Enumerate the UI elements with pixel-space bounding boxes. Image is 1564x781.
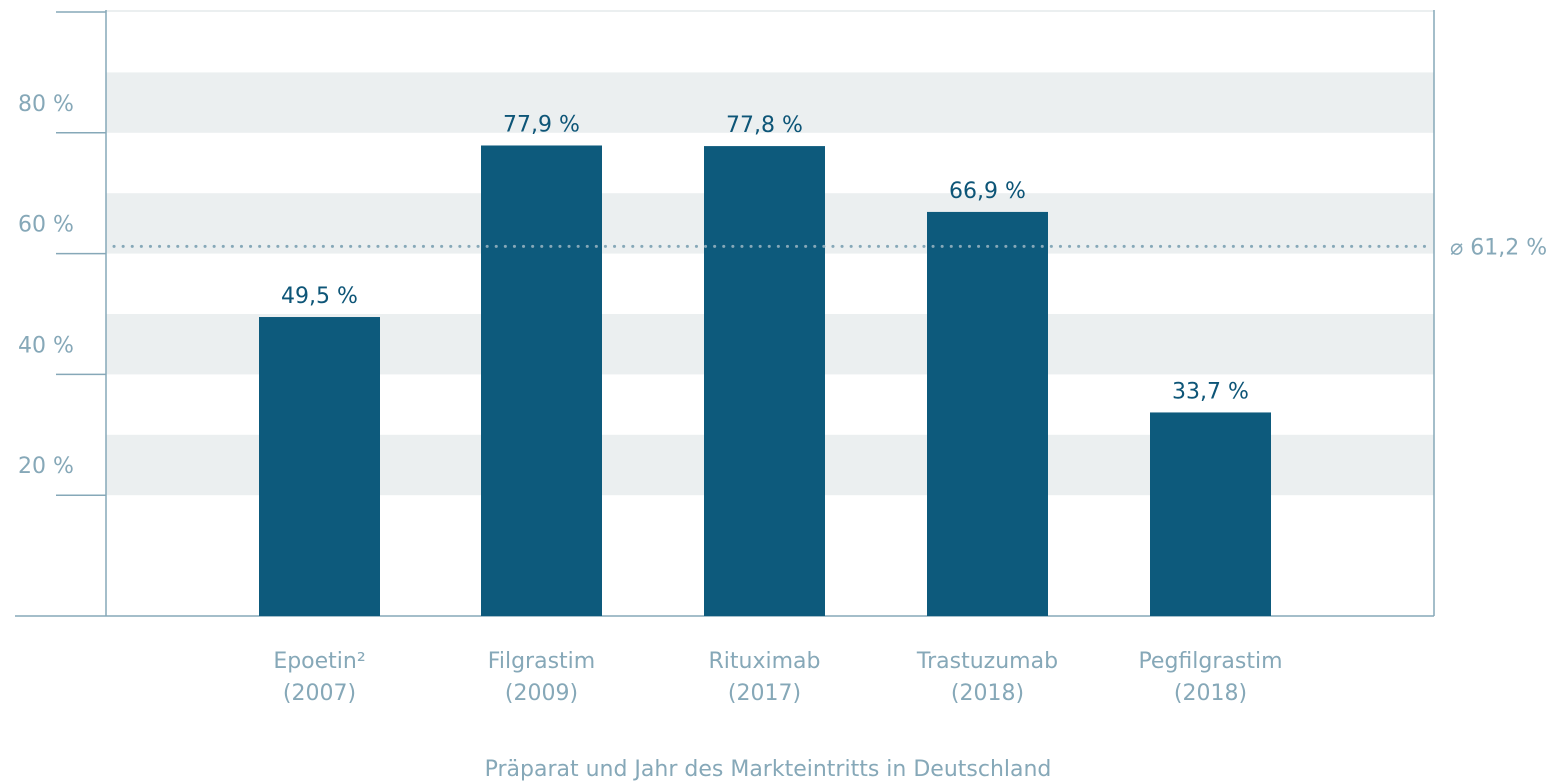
x-axis-label: Präparat und Jahr des Markteintritts in … bbox=[485, 757, 1052, 781]
category-year-label: (2017) bbox=[728, 681, 801, 706]
category-year-label: (2009) bbox=[505, 681, 578, 706]
y-tick-label: 40 % bbox=[18, 333, 74, 358]
bars bbox=[259, 145, 1271, 616]
grid-band bbox=[106, 72, 1434, 133]
value-labels: 49,5 % 77,9 % 77,8 % 66,9 % 33,7 % bbox=[281, 112, 1249, 404]
category-year-label: (2018) bbox=[1174, 681, 1247, 706]
bar bbox=[481, 145, 602, 616]
bar bbox=[259, 317, 380, 616]
bar-value-label: 77,8 % bbox=[726, 113, 803, 138]
bar-value-label: 66,9 % bbox=[949, 179, 1026, 204]
category-labels: Epoetin² (2007) Filgrastim (2009) Rituximab (… bbox=[273, 649, 1282, 706]
category-label: Epoetin² bbox=[273, 649, 365, 674]
bar-value-label: 77,9 % bbox=[503, 112, 580, 137]
category-label: Filgrastim bbox=[488, 649, 595, 674]
bar bbox=[1150, 412, 1271, 616]
bar-value-label: 49,5 % bbox=[281, 284, 358, 309]
bar-value-label: 33,7 % bbox=[1172, 379, 1249, 404]
y-tick-label: 20 % bbox=[18, 454, 74, 479]
average-label: ⌀ 61,2 % bbox=[1450, 235, 1547, 260]
y-tick-label: 80 % bbox=[18, 92, 74, 117]
grid-band bbox=[106, 10, 1434, 12]
y-axis-ticks: 20 %40 %60 %80 %100 % bbox=[18, 11, 106, 496]
category-year-label: (2018) bbox=[951, 681, 1024, 706]
bar bbox=[704, 146, 825, 616]
y-tick-label: 60 % bbox=[18, 213, 74, 238]
bar bbox=[927, 211, 1048, 616]
category-year-label: (2007) bbox=[283, 681, 356, 706]
category-label: Trastuzumab bbox=[916, 649, 1058, 674]
category-label: Pegfilgrastim bbox=[1138, 649, 1282, 674]
category-label: Rituximab bbox=[709, 649, 821, 674]
